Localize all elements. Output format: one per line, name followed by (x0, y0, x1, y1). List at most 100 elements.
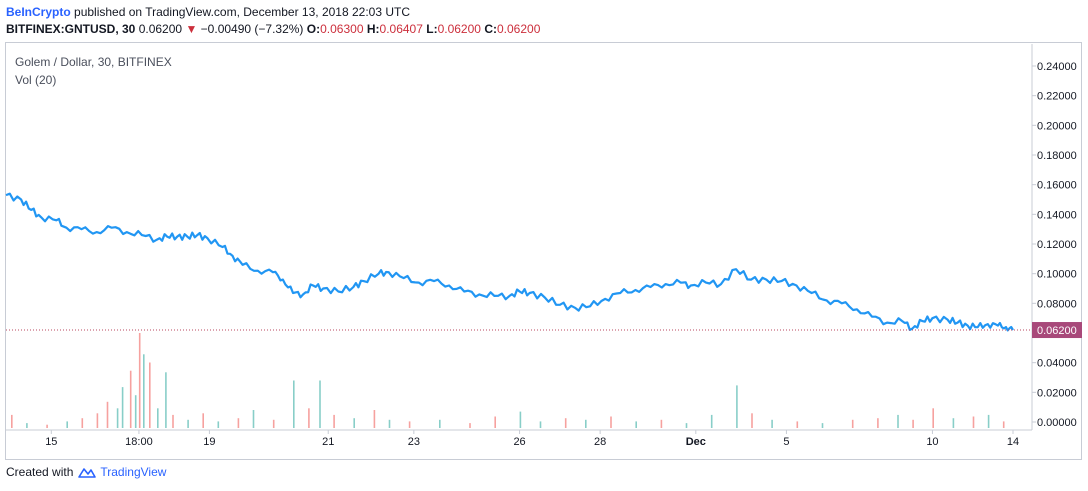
created-with-text: Created with (6, 465, 74, 479)
volume-bar (293, 380, 295, 428)
y-tick-label: 0.18000 (1037, 150, 1077, 162)
chart-frame[interactable] (5, 42, 1082, 460)
x-tick-label: Dec (686, 436, 706, 448)
volume-bar (851, 419, 854, 428)
volume-bar (439, 419, 441, 428)
volume-bar (373, 410, 376, 428)
y-tick-label: 0.16000 (1037, 180, 1077, 192)
volume-bar (46, 424, 48, 428)
open-value: 0.06300 (320, 22, 364, 36)
volume-bar (217, 421, 220, 428)
volume-bar (796, 421, 799, 428)
volume-bar (116, 408, 119, 428)
low-label: L: (426, 22, 438, 36)
volume-bar (138, 333, 141, 428)
volume-bar (751, 413, 753, 428)
volume-bar (564, 418, 567, 428)
volume-bar (932, 408, 934, 428)
series-title[interactable]: Golem / Dollar, 30, BITFINEX (15, 55, 172, 69)
volume-bar (987, 414, 990, 428)
volume-bar (187, 419, 189, 428)
y-tick-label: 0.22000 (1037, 91, 1077, 103)
volume-bar (1002, 421, 1005, 428)
volume-bar (610, 416, 612, 428)
volume-bar (157, 408, 159, 428)
tradingview-logo[interactable]: TradingView (77, 465, 166, 479)
volume-bar (81, 418, 84, 428)
price-change: −0.00490 (−7.32%) (200, 22, 304, 36)
last-price: 0.06200 (138, 22, 183, 36)
volume-bar (26, 423, 28, 428)
volume-bar (96, 413, 99, 428)
close-label: C: (484, 22, 497, 36)
volume-bars (11, 333, 1005, 428)
chart-header: BeInCrypto published on TradingView.com,… (6, 4, 540, 38)
volume-indicator-label[interactable]: Vol (20) (15, 73, 57, 87)
volume-bar (143, 354, 145, 428)
volume-bar (237, 418, 240, 428)
volume-bar (821, 423, 824, 428)
volume-bar (129, 370, 132, 428)
volume-bar (149, 362, 151, 428)
chart-legend: Golem / Dollar, 30, BITFINEX Vol (20) (15, 53, 172, 89)
tradingview-brand: TradingView (100, 465, 167, 479)
price-axis[interactable]: 0.24000 0.22000 0.20000 0.18000 0.16000 0.140… (1031, 44, 1077, 430)
symbol-label: BITFINEX:GNTUSD, 30 (6, 22, 136, 36)
volume-bar (202, 413, 204, 428)
volume-bar (121, 387, 124, 428)
x-tick-label: 28 (594, 436, 606, 448)
price-series (5, 192, 1014, 332)
close-value: 0.06200 (496, 22, 541, 36)
volume-bar (165, 372, 167, 428)
volume-bar (539, 421, 542, 428)
volume-bar (877, 418, 879, 428)
volume-bar (66, 421, 68, 428)
x-tick-label: 23 (408, 436, 420, 448)
down-arrow-icon: ▼ (185, 22, 198, 36)
volume-bar (106, 401, 109, 428)
last-price-tag-label: 0.06200 (1037, 325, 1077, 337)
volume-bar (685, 423, 688, 428)
volume-bar (308, 408, 310, 428)
x-tick-label: 14 (1007, 436, 1019, 448)
cloud-icon (78, 468, 97, 478)
x-tick-label: 21 (322, 436, 334, 448)
y-tick-label: 0.04000 (1037, 358, 1077, 370)
volume-bar (710, 414, 713, 428)
y-tick-label: 0.00000 (1037, 417, 1077, 429)
volume-bar (408, 421, 411, 428)
volume-bar (897, 414, 899, 428)
volume-bar (172, 414, 174, 428)
volume-bar (469, 423, 471, 428)
volume-bar (319, 380, 321, 428)
x-tick-label: 10 (926, 436, 938, 448)
last-price-tag (1032, 322, 1082, 339)
y-tick-label: 0.14000 (1037, 209, 1077, 221)
volume-bar (11, 414, 13, 428)
volume-bar (252, 410, 255, 428)
time-axis[interactable]: 15 18:00 19 21 23 26 28 Dec 5 10 14 (6, 429, 1032, 448)
x-tick-label: 18:00 (125, 436, 153, 448)
volume-bar (353, 418, 355, 428)
y-tick-label: 0.10000 (1037, 269, 1077, 281)
volume-bar (388, 419, 391, 428)
publisher-link[interactable]: BeInCrypto (6, 5, 71, 19)
volume-bar (771, 419, 773, 428)
volume-bar (272, 419, 275, 428)
symbol-quote-line: BITFINEX:GNTUSD, 30 0.06200 ▼ −0.00490 (… (6, 21, 540, 38)
volume-bar (912, 419, 914, 428)
published-text: published on TradingView.com, December 1… (74, 5, 410, 19)
volume-bar (585, 419, 587, 428)
volume-bar (519, 411, 522, 428)
y-tick-label: 0.12000 (1037, 239, 1077, 251)
high-label: H: (366, 22, 380, 36)
volume-bar (736, 385, 738, 428)
volume-bar (972, 416, 975, 428)
x-tick-label: 19 (203, 436, 215, 448)
high-value: 0.06407 (379, 22, 423, 36)
volume-bar (333, 414, 335, 428)
volume-bar (952, 418, 955, 428)
y-tick-label: 0.02000 (1037, 387, 1077, 399)
volume-bar (134, 395, 137, 428)
